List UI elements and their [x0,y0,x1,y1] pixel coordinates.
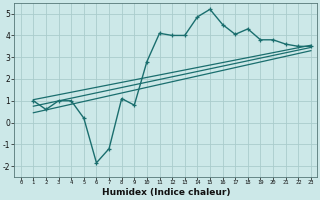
X-axis label: Humidex (Indice chaleur): Humidex (Indice chaleur) [101,188,230,197]
